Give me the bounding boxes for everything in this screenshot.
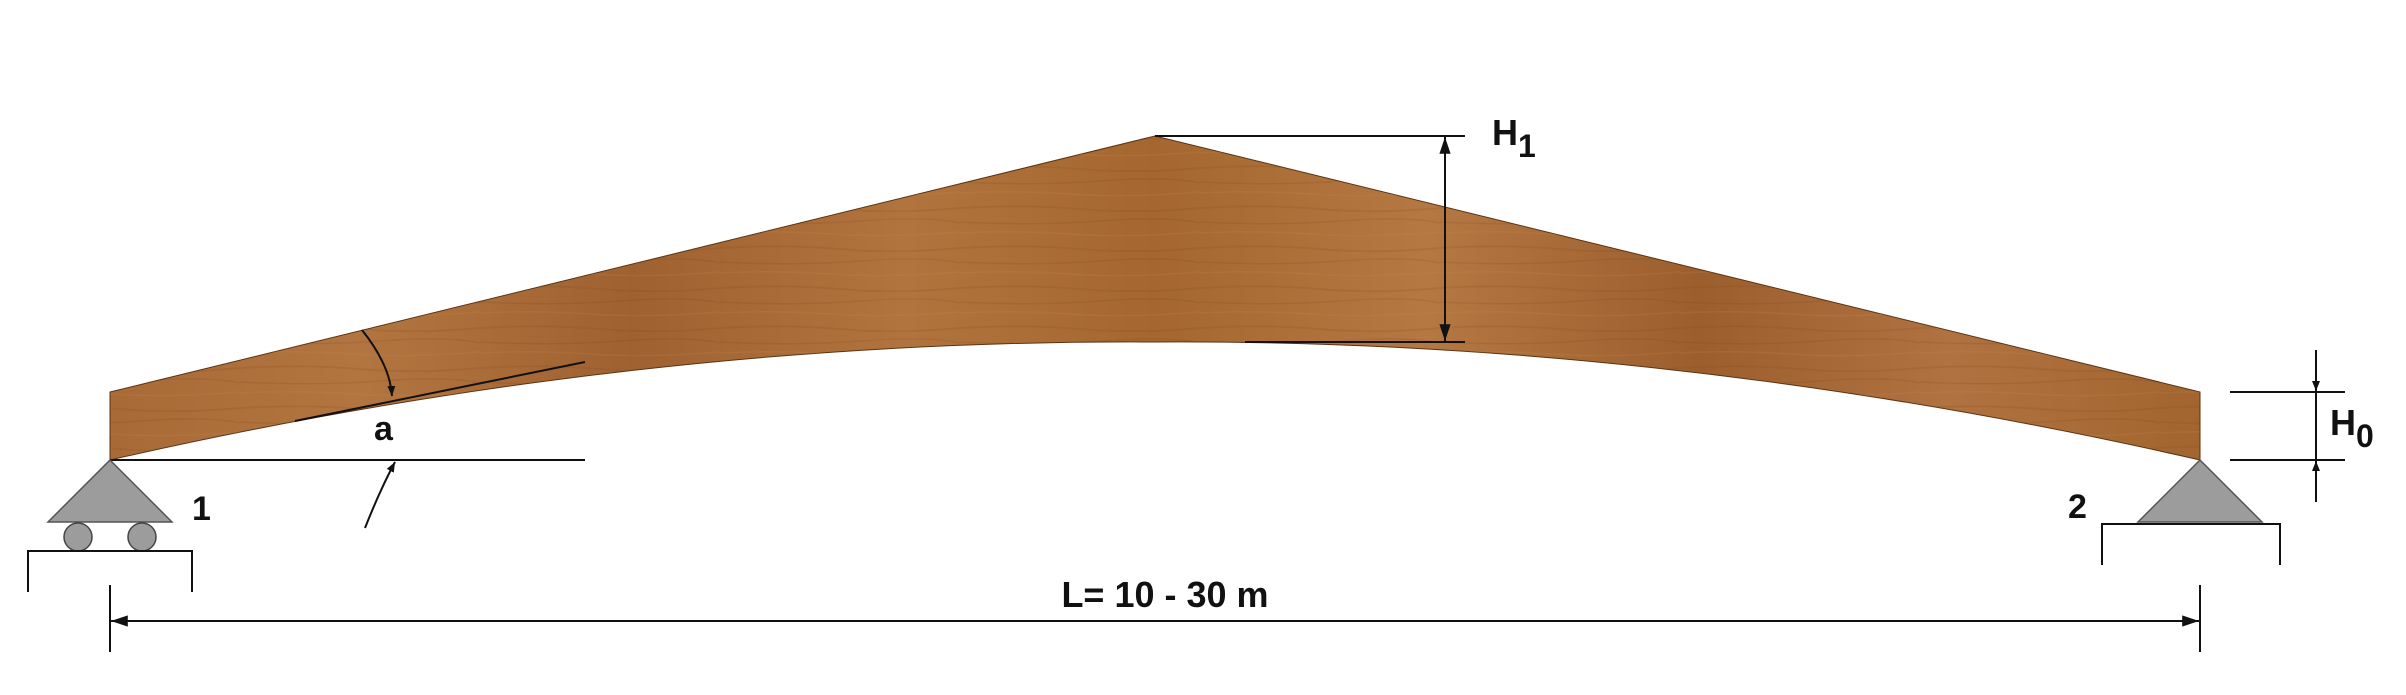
h1-dimension (1155, 135, 1465, 343)
span-label: L= 10 - 30 m (1061, 574, 1268, 615)
angle-indicator (110, 329, 586, 529)
h0-dimension (2230, 350, 2345, 502)
h1-label: H1 (1492, 112, 1536, 164)
glulam-beam (109, 135, 2201, 461)
right-pinned-support (2101, 458, 2281, 565)
support-2-label: 2 (2068, 488, 2087, 526)
angle-label: a (374, 410, 394, 448)
left-roller-support (27, 458, 193, 592)
h0-label: H0 (2330, 402, 2374, 454)
span-dimension (109, 585, 2201, 652)
support-1-label: 1 (192, 490, 211, 528)
